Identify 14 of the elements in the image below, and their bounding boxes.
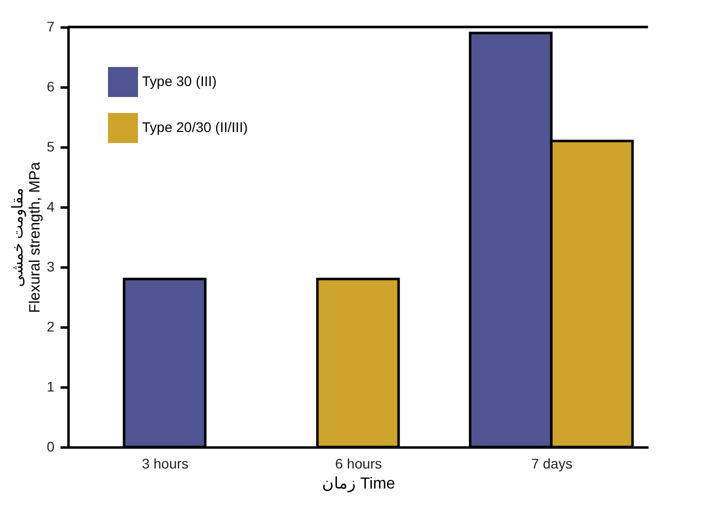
y-tick-label: 0 — [46, 438, 55, 454]
x-tick-label: 7 days — [531, 456, 572, 472]
legend-label: Type 20/30 (II/III) — [142, 119, 248, 135]
y-tick-label: 3 — [46, 258, 55, 274]
y-tick-label: 7 — [46, 18, 55, 34]
x-tick-label: 3 hours — [142, 456, 189, 472]
legend-label: Type 30 (III) — [142, 73, 217, 89]
y-tick-label: 6 — [46, 78, 55, 94]
y-tick-label: 5 — [46, 138, 55, 154]
x-axis-title: زمان Time — [322, 476, 396, 492]
y-tick-label: 2 — [46, 318, 55, 334]
x-tick-label: 6 hours — [335, 456, 382, 472]
y-tick-label: 1 — [46, 378, 55, 394]
y-tick-label: 4 — [46, 198, 55, 214]
